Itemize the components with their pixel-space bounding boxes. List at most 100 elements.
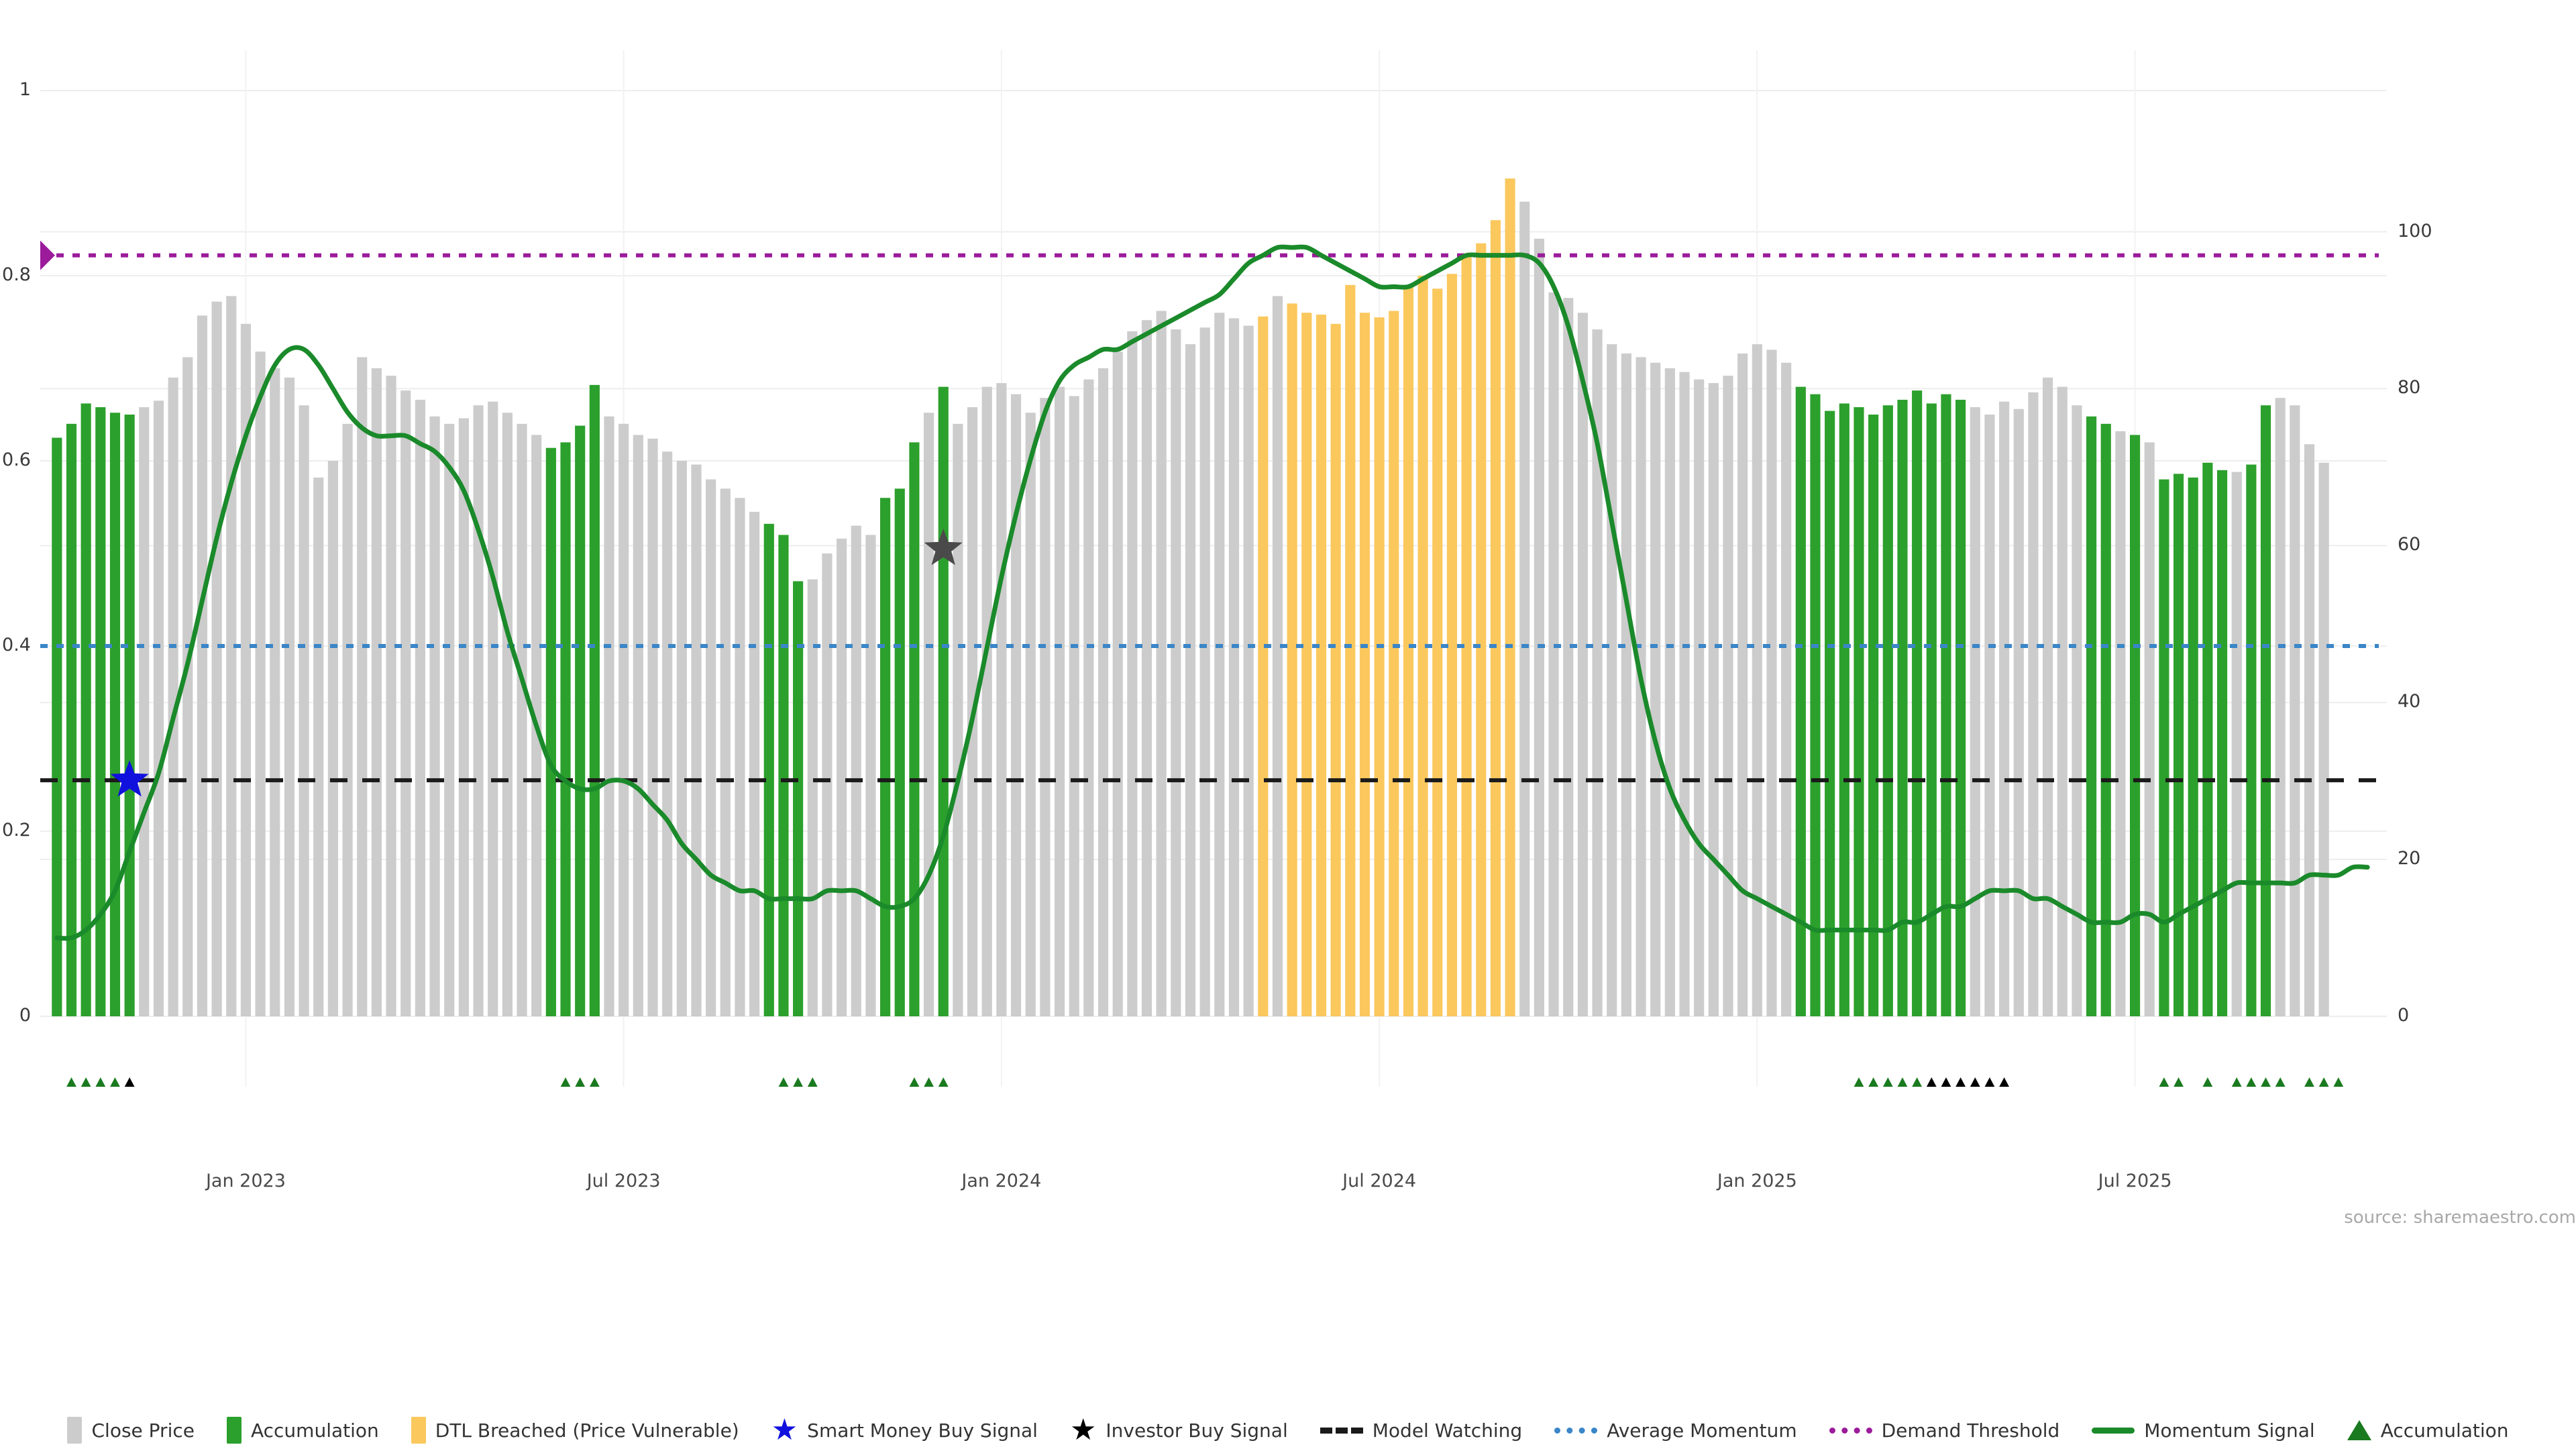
bar-close-price (2304, 444, 2315, 1016)
legend-dtl-breached[interactable]: DTL Breached (Price Vulnerable) (411, 1417, 739, 1444)
y-axis-left-tick: 0.2 (2, 820, 31, 841)
legend-label: Momentum Signal (2144, 1419, 2315, 1442)
bar-accumulation (1897, 399, 1908, 1016)
bar-dtl-breached (1476, 243, 1487, 1017)
accumulation-marker-triangle (2304, 1077, 2314, 1087)
accumulation-marker-triangle (778, 1077, 789, 1087)
investor-buy-marker-triangle (1970, 1077, 1980, 1087)
bar-accumulation (1795, 386, 1806, 1016)
bar-dtl-breached (1505, 178, 1515, 1017)
bar-close-price (284, 377, 295, 1016)
bar-dtl-breached (1316, 314, 1327, 1017)
chart-svg (40, 50, 2387, 1087)
bar-close-price (153, 400, 164, 1016)
bar-close-price (1970, 407, 1980, 1016)
accumulation-marker-triangle (909, 1077, 920, 1087)
legend-average-momentum[interactable]: Average Momentum (1554, 1419, 1797, 1442)
accumulation-marker-triangle (589, 1077, 600, 1087)
bar-accumulation (1810, 394, 1821, 1016)
bar-accumulation (52, 437, 62, 1016)
legend-investor-buy[interactable]: ★ Investor Buy Signal (1070, 1415, 1288, 1445)
bar-accumulation (560, 442, 571, 1016)
bar-accumulation (938, 386, 949, 1016)
accumulation-marker-triangle (110, 1077, 120, 1087)
bar-dtl-breached (1359, 313, 1371, 1017)
source-attribution: source: sharemaestro.com (2344, 1208, 2576, 1228)
legend-momentum-signal[interactable]: Momentum Signal (2092, 1419, 2315, 1442)
bar-close-price (865, 535, 876, 1016)
bar-close-price (2072, 405, 2082, 1016)
x-axis-tick: Jan 2023 (205, 1171, 286, 1191)
bar-close-price (1664, 368, 1675, 1016)
bar-close-price (1156, 311, 1167, 1017)
bar-close-price (240, 323, 252, 1016)
accumulation-marker-triangle (80, 1077, 91, 1087)
bar-close-price (371, 368, 382, 1016)
legend-swatch-bar (226, 1417, 241, 1444)
bar-close-price (691, 464, 702, 1016)
accumulation-marker-triangle (2174, 1077, 2184, 1087)
bar-close-price (473, 405, 484, 1016)
star-icon: ★ (1069, 1413, 1097, 1447)
bar-close-price (197, 315, 208, 1017)
bar-accumulation (1854, 407, 1864, 1016)
plot-area (40, 27, 2415, 1087)
bar-close-price (327, 461, 339, 1016)
bar-close-price (2043, 377, 2053, 1016)
bar-close-price (1534, 238, 1544, 1016)
bar-accumulation (1868, 415, 1879, 1016)
x-axis-tick: Jul 2024 (1342, 1171, 1417, 1191)
bar-close-price (502, 413, 513, 1016)
bar-accumulation (1839, 403, 1849, 1016)
bar-close-price (458, 418, 469, 1016)
bar-close-price (226, 296, 237, 1016)
bar-accumulation (2260, 405, 2271, 1016)
bar-close-price (1766, 350, 1777, 1016)
y-axis-left-tick: 0 (19, 1005, 31, 1026)
accumulation-marker-triangle (66, 1077, 76, 1087)
bar-accumulation (109, 413, 121, 1016)
bar-accumulation (909, 442, 920, 1016)
legend-smart-money[interactable]: ★ Smart Money Buy Signal (771, 1415, 1038, 1445)
y-axis-left-tick: 0.4 (2, 635, 31, 655)
bar-close-price (168, 377, 178, 1016)
bar-close-price (1083, 379, 1094, 1016)
legend-label: Average Momentum (1607, 1419, 1797, 1442)
y-axis-right-tick: 40 (2398, 691, 2421, 712)
accumulation-marker-triangle (1897, 1077, 1908, 1087)
accumulation-marker-triangle (1882, 1077, 1893, 1087)
bar-dtl-breached (1258, 316, 1269, 1017)
momentum-signal-line (54, 244, 2370, 941)
bar-close-price (1010, 394, 1022, 1016)
accumulation-marker-triangle (2202, 1077, 2213, 1087)
bar-dtl-breached (1374, 317, 1385, 1017)
legend-label: Accumulation (2380, 1419, 2509, 1442)
legend-demand-threshold[interactable]: Demand Threshold (1829, 1419, 2059, 1442)
legend-accumulation-bar[interactable]: Accumulation (226, 1417, 379, 1444)
accumulation-marker-triangle (2261, 1077, 2271, 1087)
legend-accumulation-triangle[interactable]: Accumulation (2347, 1419, 2509, 1442)
investor-buy-signal-marker (924, 529, 963, 566)
accumulation-marker-triangle (2231, 1077, 2242, 1087)
bar-close-price (662, 451, 673, 1016)
bar-close-price (2115, 431, 2126, 1016)
bar-close-price (981, 386, 992, 1016)
investor-buy-marker-triangle (1955, 1077, 1966, 1087)
bar-close-price (429, 416, 440, 1016)
legend-model-watching[interactable]: Model Watching (1320, 1419, 1522, 1442)
bar-close-price (953, 423, 963, 1016)
bar-close-price (1548, 292, 1559, 1017)
y-axis-left-tick: 0.8 (2, 264, 31, 285)
accumulation-marker-triangle (95, 1077, 106, 1087)
bar-accumulation (2246, 464, 2257, 1016)
bar-accumulation (95, 407, 106, 1016)
bar-close-price (313, 477, 324, 1016)
accumulation-marker-triangle (2159, 1077, 2169, 1087)
y-axis-right-tick: 60 (2398, 534, 2421, 555)
bar-close-price (1069, 396, 1079, 1016)
legend-close-price[interactable]: Close Price (67, 1417, 195, 1444)
bar-close-price (1025, 413, 1036, 1016)
bar-close-price (676, 461, 687, 1016)
bar-close-price (822, 553, 833, 1016)
